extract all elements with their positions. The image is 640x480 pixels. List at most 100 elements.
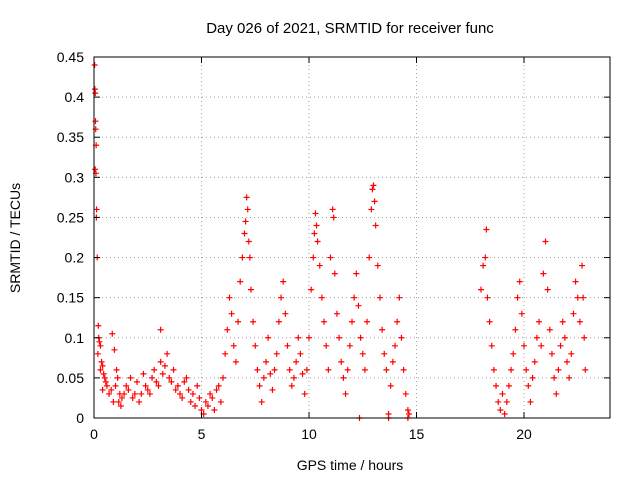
data-point: [510, 350, 517, 357]
data-point: [371, 198, 378, 205]
data-point: [314, 238, 321, 245]
data-point: [533, 334, 540, 341]
data-point: [273, 350, 280, 357]
y-tick-label: 0.05: [57, 370, 84, 386]
data-point: [114, 374, 121, 381]
data-point: [368, 206, 375, 213]
data-point: [125, 386, 132, 393]
data-point: [404, 406, 411, 413]
data-point: [170, 366, 177, 373]
data-point: [523, 366, 530, 373]
data-point: [153, 378, 160, 385]
data-point: [346, 342, 353, 349]
data-point: [142, 382, 149, 389]
data-point: [138, 390, 145, 397]
y-tick-label: 0.45: [57, 49, 84, 65]
data-point: [557, 342, 564, 349]
data-point: [402, 390, 409, 397]
data-point: [308, 286, 315, 293]
data-point: [351, 294, 358, 301]
data-point: [374, 262, 381, 269]
data-point: [288, 382, 295, 389]
data-point: [196, 394, 203, 401]
data-point: [102, 378, 109, 385]
data-point: [241, 230, 248, 237]
y-axis-label: SRMTID / TECUs: [7, 183, 23, 293]
data-point: [353, 270, 360, 277]
data-point: [187, 398, 194, 405]
data-point: [536, 318, 543, 325]
data-point: [129, 394, 136, 401]
data-point: [527, 398, 534, 405]
data-point: [529, 374, 536, 381]
y-tick-label: 0.1: [65, 330, 85, 346]
data-point: [275, 318, 282, 325]
x-tick-label: 0: [90, 426, 98, 442]
data-point: [555, 366, 562, 373]
y-tick-label: 0.2: [65, 250, 85, 266]
data-point: [383, 366, 390, 373]
data-point: [232, 358, 239, 365]
data-point: [338, 358, 345, 365]
data-point: [209, 394, 216, 401]
data-point: [333, 310, 340, 317]
data-point: [93, 206, 100, 213]
data-point: [514, 294, 521, 301]
data-point: [168, 378, 175, 385]
data-point: [330, 214, 337, 221]
data-point: [316, 262, 323, 269]
data-point: [146, 390, 153, 397]
data-point: [313, 222, 320, 229]
data-point: [342, 390, 349, 397]
data-point: [92, 118, 99, 125]
data-point: [286, 366, 293, 373]
data-point: [357, 334, 364, 341]
data-point: [92, 90, 99, 97]
data-point: [278, 294, 285, 301]
data-point: [111, 346, 118, 353]
data-point: [166, 374, 173, 381]
x-tick-label: 15: [409, 426, 425, 442]
data-point: [224, 326, 231, 333]
data-point: [486, 318, 493, 325]
data-point: [400, 366, 407, 373]
data-point: [246, 254, 253, 261]
data-point: [245, 238, 252, 245]
data-point: [579, 262, 586, 269]
data-point: [387, 382, 394, 389]
data-point: [561, 334, 568, 341]
data-point: [134, 378, 140, 385]
data-point: [370, 182, 377, 189]
data-point: [157, 326, 164, 333]
data-point: [293, 358, 300, 365]
data-point: [258, 398, 265, 405]
data-point: [495, 398, 502, 405]
data-point: [243, 194, 250, 201]
data-point: [112, 382, 119, 389]
data-point: [290, 374, 297, 381]
data-point: [164, 350, 171, 357]
data-point: [282, 310, 289, 317]
data-point: [329, 206, 336, 213]
data-point: [123, 382, 130, 389]
data-point: [299, 370, 306, 377]
x-tick-label: 10: [301, 426, 317, 442]
data-point: [250, 318, 257, 325]
data-point: [118, 394, 125, 401]
data-point: [179, 394, 186, 401]
data-point: [284, 342, 291, 349]
data-point: [172, 386, 179, 393]
data-point: [503, 398, 510, 405]
data-point: [204, 402, 211, 409]
data-point: [247, 286, 254, 293]
data-point: [211, 406, 218, 413]
data-point: [482, 254, 489, 261]
data-point: [113, 366, 120, 373]
data-point: [108, 386, 115, 393]
data-point: [392, 342, 398, 349]
data-point: [340, 374, 347, 381]
data-point: [177, 390, 183, 397]
data-point: [98, 358, 105, 365]
data-point: [267, 370, 274, 377]
data-point: [349, 318, 355, 325]
